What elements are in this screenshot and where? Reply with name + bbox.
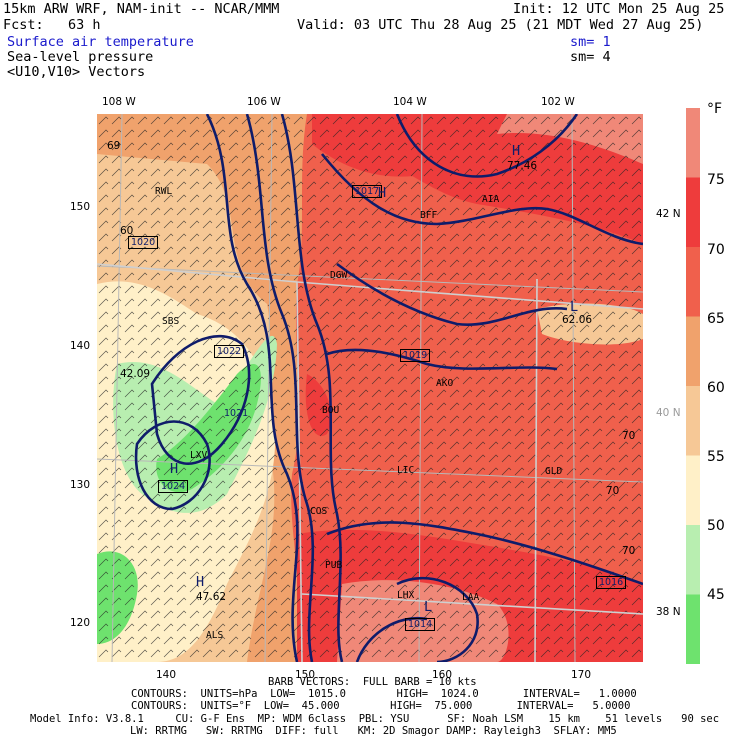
station-laa: LAA [462,592,480,603]
pressure-high-south: H [196,574,205,590]
contour-label-1014: 1014 [405,618,436,631]
temp-label-42-09: 42.09 [120,368,151,380]
lat-label-42n: 42 N [656,208,681,220]
valid-time: Valid: 03 UTC Thu 28 Aug 25 (21 MDT Wed … [297,17,704,33]
pressure-high-ne: H [512,143,521,159]
station-rwl: RWL [155,186,173,197]
x-grid-label-160: 160 [432,669,453,681]
temp-label-47-62: 47.62 [196,591,227,603]
colorbar-tick-65: 65 [707,311,725,327]
colorbar-segment [686,177,700,248]
station-lic: LIC [397,465,415,476]
lat-lon-grid [97,114,643,662]
field-pressure: Sea-level pressure [7,49,154,65]
lat-label-38n: 38 N [656,606,681,618]
contour-label-1016: 1016 [596,576,627,589]
y-grid-label-130: 130 [70,479,91,491]
temp-label-60: 60 [120,225,134,237]
station-bou: BOU [322,405,340,416]
y-grid-label-150: 150 [70,201,91,213]
colorbar-segment [686,247,700,317]
colorbar-tick-45: 45 [707,587,725,603]
colorbar-tick-60: 60 [707,380,725,396]
colorbar-tick-55: 55 [707,449,725,465]
x-grid-label-150: 150 [295,669,316,681]
colorbar-tick-75: 75 [707,172,725,188]
station-lxv: LXV [190,450,208,461]
contour-label-1019: 1019 [400,349,431,362]
pressure-contours [134,114,643,662]
model-info-line1: Model Info: V3.8.1 CU: G-F Ens MP: WDM 6… [30,713,720,725]
pressure-low-south: L [424,599,433,615]
station-gld: GLD [545,466,563,477]
colorbar-segment [686,525,700,595]
colorbar-segment [686,316,700,387]
weather-map [97,114,643,662]
station-aia: AIA [482,194,500,205]
model-title: 15km ARW WRF, NAM-init -- NCAR/MMM [3,1,280,17]
init-time: Init: 12 UTC Mon 25 Aug 25 [513,1,725,17]
pressure-high-sw: H [170,461,179,477]
lon-label-108w: 108 W [102,96,136,108]
station-pub: PUB [325,560,343,571]
colorbar-segment [686,386,700,456]
forecast-hour: Fcst: 63 h [3,17,101,33]
field-vectors: <U10,V10> Vectors [7,64,146,80]
station-lhx: LHX [397,590,415,601]
temp-label-70-a: 70 [622,430,636,442]
lon-label-102w: 102 W [541,96,575,108]
lon-label-104w: 104 W [393,96,427,108]
temp-label-70-b: 70 [606,485,620,497]
field-pressure-smoothing: sm= 4 [570,49,611,65]
temperature-colorbar [686,108,700,664]
station-als: ALS [206,630,224,641]
x-grid-label-140: 140 [156,669,177,681]
station-sbs: SBS [162,316,180,327]
station-ako: AKO [436,378,454,389]
pressure-low-east: L [570,299,579,315]
x-grid-label-170: 170 [571,669,592,681]
barb-info: BARB VECTORS: FULL BARB = 10 kts [268,676,477,688]
station-dgw: DGW [330,270,348,281]
y-grid-label-120: 120 [70,617,91,629]
lat-label-40n: 40 N [656,407,681,419]
contour-label-1024: 1024 [158,480,189,493]
wind-barbs [97,114,643,662]
colorbar-tick-70: 70 [707,242,725,258]
contour-label-1020: 1020 [128,236,159,249]
contour-label-1022: 1022 [214,345,245,358]
contour-label-1021: 1021 [224,408,249,419]
temp-label-70-c: 70 [622,545,636,557]
temp-label-77-46: 77.46 [507,160,538,172]
colorbar-segment [686,594,700,664]
colorbar-unit: °F [707,101,723,117]
colorbar-tick-50: 50 [707,518,725,534]
contour-info-temperature: CONTOURS: UNITS=°F LOW= 45.000 HIGH= 75.… [131,700,631,712]
colorbar-segment [686,455,700,526]
pressure-high-north: H [378,185,387,201]
temp-label-69: 69 [107,140,121,152]
field-temperature: Surface air temperature [7,34,194,50]
lon-label-106w: 106 W [247,96,281,108]
field-temperature-smoothing: sm= 1 [570,34,611,50]
model-info-line2: LW: RRTMG SW: RRTMG DIFF: full KM: 2D Sm… [130,725,617,737]
station-bff: BFF [420,210,438,221]
colorbar-segment [686,108,700,178]
contour-info-pressure: CONTOURS: UNITS=hPa LOW= 1015.0 HIGH= 10… [131,688,637,700]
station-cos: COS [310,506,328,517]
contour-label-1017: 1017 [352,185,383,198]
y-grid-label-140: 140 [70,340,91,352]
temp-label-62-06: 62.06 [562,314,593,326]
